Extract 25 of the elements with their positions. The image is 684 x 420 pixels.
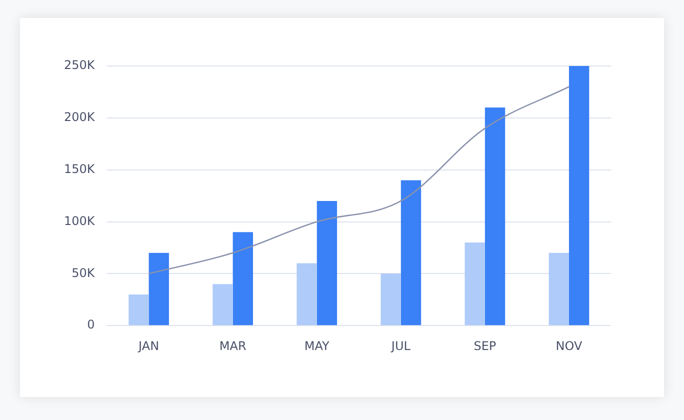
bar (212, 284, 233, 326)
y-tick-label: 50K (72, 266, 96, 280)
x-tick-label: MAY (304, 338, 330, 353)
bar (316, 200, 338, 326)
bar (548, 252, 569, 326)
x-tick-label: JUL (390, 338, 411, 353)
bar (380, 274, 401, 326)
line-series (148, 86, 570, 274)
bar (568, 66, 590, 326)
y-tick-label: 200K (64, 110, 96, 124)
x-tick-label: MAR (219, 338, 246, 353)
y-tick-label: 250K (64, 58, 96, 72)
x-tick-label: JAN (138, 338, 160, 353)
bar (128, 294, 149, 326)
bar (464, 242, 485, 326)
y-tick-label: 150K (64, 162, 96, 176)
y-tick-label: 100K (64, 214, 96, 228)
x-tick-label: NOV (556, 338, 583, 353)
bar (484, 108, 506, 326)
bar (232, 232, 253, 326)
bar (296, 263, 317, 326)
y-tick-label: 0 (87, 318, 95, 332)
bar (148, 252, 169, 326)
bar (400, 180, 422, 326)
x-tick-label: SEP (474, 338, 496, 353)
